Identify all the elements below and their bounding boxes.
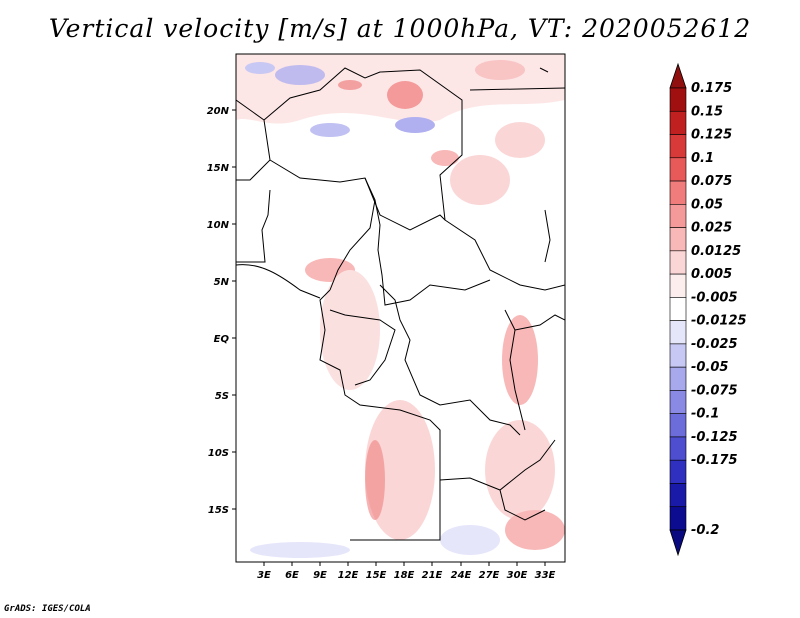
lon-label-9e: 9E [313, 570, 327, 581]
colorbar-box [669, 204, 687, 228]
colorbar-label: 0.0125 [691, 244, 741, 259]
lat-label-10n: 10N [207, 220, 230, 231]
lon-label-3e: 3E [257, 570, 271, 581]
lat-label-10s: 10S [208, 448, 229, 459]
colorbar-box [669, 320, 687, 345]
colorbar-label: 0.05 [691, 197, 723, 212]
colorbar-label: 0.005 [691, 267, 732, 282]
colorbar-label: 0.15 [691, 104, 723, 119]
colorbar-label: -0.175 [691, 453, 738, 468]
colorbar-label: -0.1 [691, 407, 719, 422]
country-borders [236, 67, 565, 541]
lat-label-5s: 5S [215, 391, 229, 402]
colorbar-label: -0.125 [691, 430, 738, 445]
colorbar-box [669, 506, 687, 531]
colorbar-box [669, 390, 687, 414]
colorbar-label: -0.075 [691, 383, 738, 398]
colorbar-box [669, 227, 687, 252]
colorbar-box [669, 366, 687, 391]
colorbar-box [669, 157, 687, 182]
colorbar: 0.175 0.15 0.125 0.1 0.075 0.05 0.025 0.0125 0.0… [669, 62, 747, 557]
colorbar-box [669, 250, 687, 275]
colorbar-box [669, 134, 687, 159]
colorbar-label: 0.125 [691, 128, 732, 143]
colorbar-box [669, 436, 687, 461]
colorbar-bottom-triangle [669, 529, 687, 557]
colorbar-box [669, 483, 687, 508]
lat-label-15s: 15S [208, 505, 229, 516]
lon-label-15e: 15E [366, 570, 387, 581]
colorbar-box [669, 343, 687, 368]
colorbar-box [669, 273, 687, 298]
colorbar-label: -0.05 [691, 360, 728, 375]
axis-ticks [232, 109, 546, 566]
lat-label-eq: EQ [214, 334, 230, 345]
lat-label-15n: 15N [207, 163, 230, 174]
velocity-field [236, 54, 565, 562]
map-frame [235, 53, 566, 563]
lat-label-5n: 5N [214, 277, 230, 288]
credit-text: GrADS: IGES/COLA [4, 604, 91, 614]
colorbar-box [669, 180, 687, 205]
lon-label-24e: 24E [451, 570, 472, 581]
colorbar-box [669, 110, 687, 135]
colorbar-box [669, 297, 687, 321]
colorbar-label: -0.005 [691, 290, 738, 305]
lon-label-6e: 6E [285, 570, 299, 581]
colorbar-label: -0.025 [691, 337, 738, 352]
lon-label-30e: 30E [507, 570, 528, 581]
lon-label-18e: 18E [394, 570, 415, 581]
lon-label-33e: 33E [535, 570, 556, 581]
lon-label-21e: 21E [422, 570, 443, 581]
chart-title: Vertical velocity [m/s] at 1000hPa, VT: … [48, 14, 752, 43]
colorbar-box [669, 459, 687, 484]
colorbar-label: 0.1 [691, 151, 714, 166]
lat-label-20n: 20N [207, 106, 230, 117]
colorbar-label: -0.0125 [691, 314, 747, 329]
lon-label-27e: 27E [479, 570, 500, 581]
colorbar-box [669, 413, 687, 438]
colorbar-label: 0.075 [691, 174, 732, 189]
colorbar-label: 0.175 [691, 81, 732, 96]
colorbar-top-triangle [669, 62, 687, 89]
colorbar-box [669, 87, 687, 112]
lon-label-12e: 12E [338, 570, 359, 581]
colorbar-label: 0.025 [691, 221, 732, 236]
colorbar-label: -0.2 [691, 523, 719, 538]
